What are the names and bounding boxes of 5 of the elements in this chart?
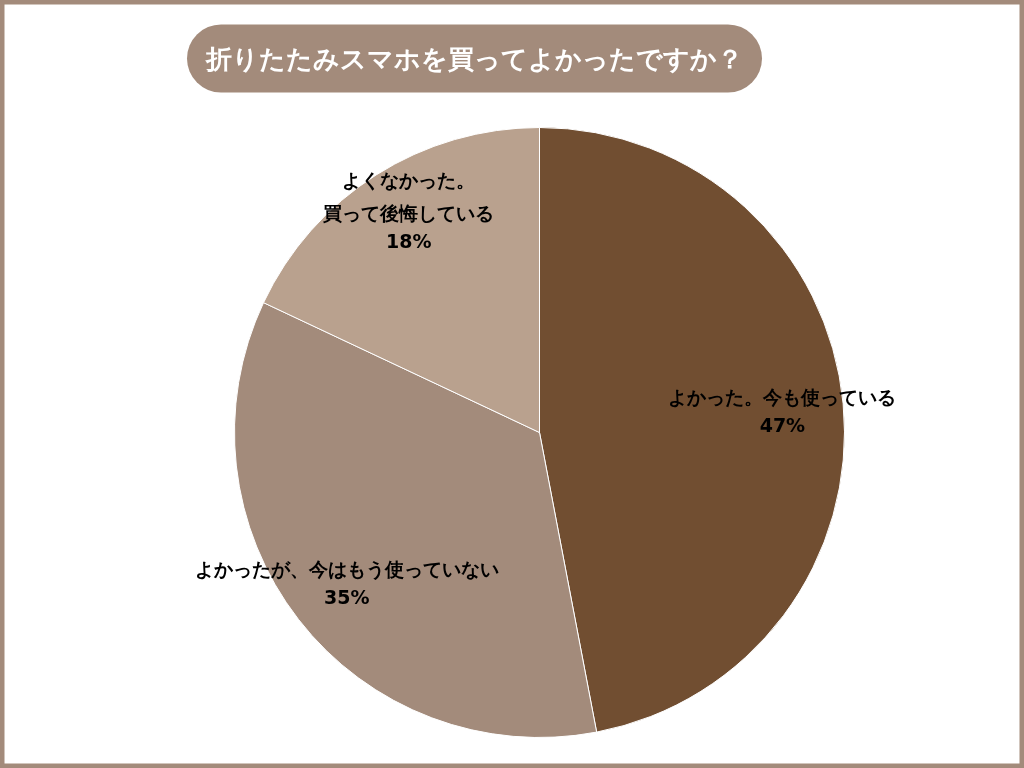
- chart-title: 折りたたみスマホを買ってよかったですか？: [205, 43, 743, 74]
- data-label: 35%: [323, 586, 370, 609]
- slice-label: よかったが、今はもう使っていない: [194, 558, 499, 582]
- data-label: 47%: [759, 413, 806, 436]
- data-label: 18%: [386, 230, 432, 253]
